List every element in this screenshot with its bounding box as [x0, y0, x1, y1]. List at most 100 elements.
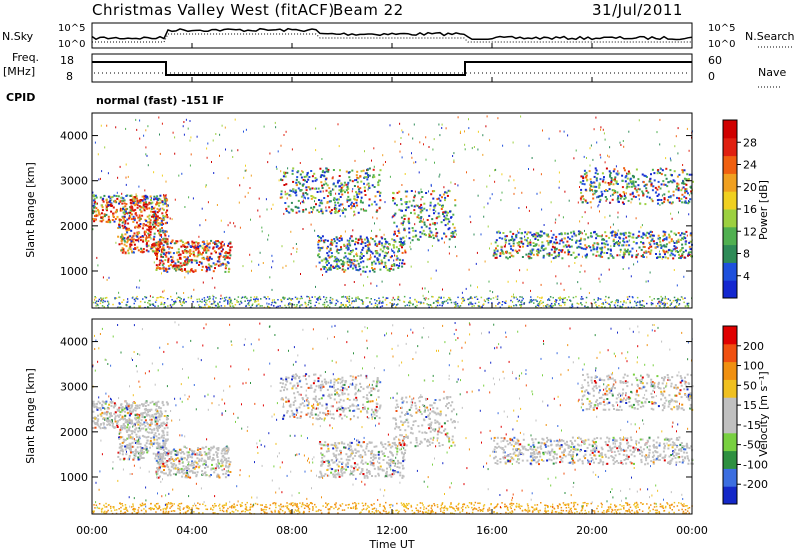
echo-cell: [122, 438, 125, 441]
echo-cell: [658, 238, 661, 241]
echo-cell: [660, 199, 663, 201]
echo-cell: [360, 180, 363, 183]
echo-cell: [684, 237, 687, 240]
echo-cell: [111, 419, 113, 422]
echo-cell: [134, 417, 137, 420]
echo-cell: [119, 303, 121, 305]
echo-cell: [110, 421, 113, 424]
echo-cell: [351, 169, 354, 172]
echo-cell: [158, 259, 161, 262]
echo-cell: [174, 302, 176, 304]
echo-cell: [307, 178, 310, 181]
echo-cell: [665, 298, 667, 300]
echo-cell: [120, 426, 122, 429]
echo-cell: [373, 147, 375, 150]
echo-cell: [147, 236, 150, 239]
echo-cell: [131, 410, 134, 413]
echo-cell: [156, 416, 159, 419]
echo-cell: [126, 237, 129, 240]
echo-cell: [329, 194, 332, 196]
echo-cell: [197, 247, 200, 250]
echo-cell: [183, 133, 185, 136]
echo-cell: [234, 298, 236, 300]
echo-cell: [601, 234, 603, 237]
echo-cell: [189, 139, 191, 142]
echo-cell: [134, 300, 137, 302]
echo-cell: [552, 257, 555, 260]
y-tick-label: 2000: [60, 220, 88, 233]
echo-cell: [347, 205, 350, 208]
echo-cell: [326, 306, 328, 308]
echo-cell: [129, 436, 132, 439]
echo-cell: [138, 305, 140, 307]
echo-cell: [450, 232, 453, 235]
echo-cell: [360, 299, 362, 301]
echo-cell: [365, 236, 368, 239]
echo-cell: [403, 300, 405, 303]
echo-cell: [665, 238, 668, 241]
echo-cell: [142, 204, 145, 207]
echo-cell: [584, 176, 587, 179]
echo-cell: [171, 246, 174, 249]
echo-cell: [155, 299, 158, 301]
echo-cell: [581, 304, 583, 306]
echo-cell: [538, 302, 541, 305]
echo-cell: [142, 207, 145, 210]
echo-cell: [108, 200, 111, 203]
echo-cell: [444, 224, 447, 227]
echo-cell: [207, 259, 210, 262]
echo-cell: [572, 251, 575, 254]
echo-cell: [130, 422, 133, 425]
echo-cell: [604, 196, 607, 198]
echo-cell: [134, 407, 137, 409]
echo-cell: [113, 412, 116, 415]
echo-cell: [563, 301, 565, 304]
echo-cell: [102, 299, 105, 302]
echo-cell: [346, 199, 349, 202]
echo-cell: [618, 241, 621, 244]
echo-cell: [534, 233, 537, 236]
echo-cell: [425, 136, 427, 139]
echo-cell: [134, 442, 137, 444]
echo-cell: [232, 305, 234, 307]
echo-cell: [118, 437, 121, 440]
echo-cell: [132, 458, 135, 461]
echo-cell: [337, 252, 340, 255]
echo-cell: [450, 181, 452, 184]
echo-cell: [343, 306, 346, 308]
echo-cell: [161, 236, 163, 239]
echo-cell: [125, 245, 128, 248]
echo-cell: [633, 263, 635, 266]
echo-cell: [145, 146, 147, 149]
echo-cell: [286, 192, 289, 195]
echo-cell: [667, 200, 669, 203]
echo-cell: [315, 285, 316, 288]
echo-cell: [189, 270, 191, 273]
echo-cell: [501, 251, 504, 254]
echo-cell: [539, 191, 541, 194]
echo-cell: [210, 252, 213, 255]
echo-cell: [312, 211, 313, 214]
echo-cell: [452, 232, 455, 235]
echo-cell: [608, 296, 610, 299]
echo-cell: [135, 239, 137, 242]
echo-cell: [515, 280, 517, 283]
echo-cell: [494, 241, 497, 244]
echo-cell: [135, 436, 138, 438]
echo-cell: [625, 236, 628, 239]
echo-cell: [122, 197, 125, 200]
echo-cell: [296, 206, 299, 209]
echo-cell: [144, 194, 147, 197]
echo-cell: [148, 229, 151, 232]
echo-cell: [656, 131, 658, 134]
echo-cell: [335, 302, 337, 305]
echo-cell: [181, 241, 184, 244]
echo-cell: [580, 302, 582, 305]
echo-cell: [441, 301, 444, 303]
echo-cell: [616, 299, 618, 301]
echo-cell: [667, 181, 670, 184]
echo-cell: [136, 128, 138, 131]
echo-cell: [330, 209, 333, 212]
echo-cell: [566, 232, 569, 235]
echo-cell: [152, 207, 155, 210]
